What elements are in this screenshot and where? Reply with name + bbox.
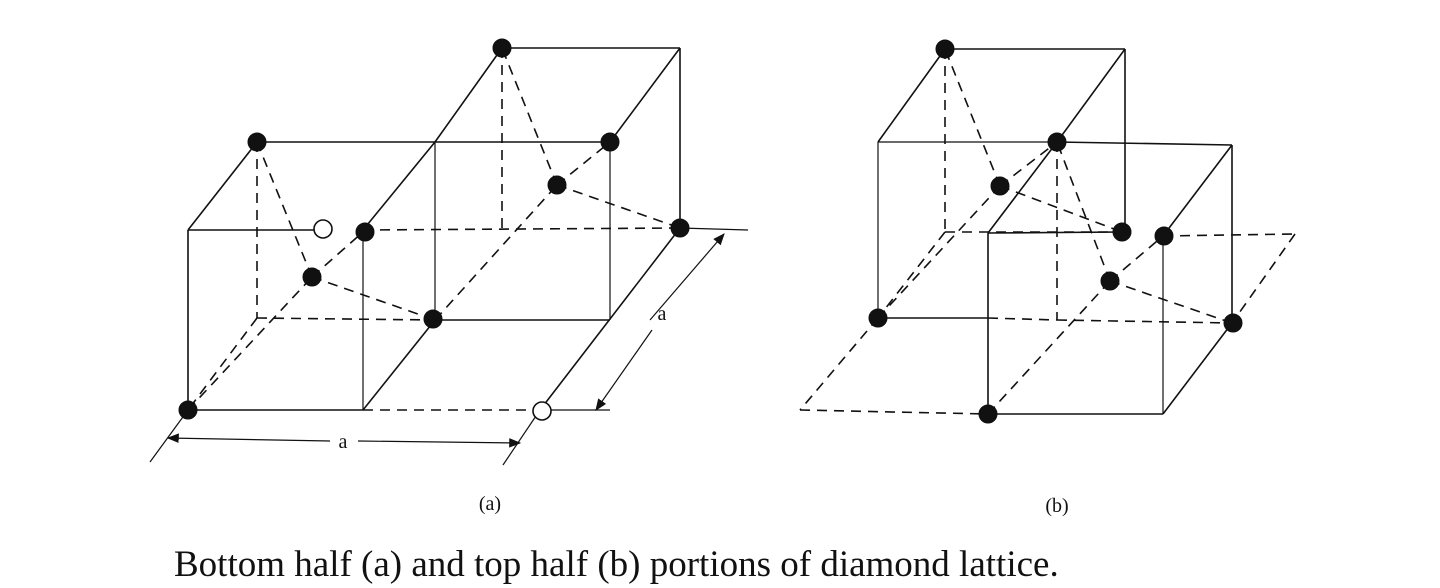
atom [492,38,512,58]
atom [302,267,322,287]
atom [1112,222,1132,242]
panel-b-dashed-lines [799,48,1296,415]
panel-b-back-cube [877,48,1126,319]
atom [978,404,998,424]
panel-b-atoms [868,39,1243,424]
atom [547,175,567,195]
atom [423,309,443,329]
atom [247,132,267,152]
atom [1047,132,1067,152]
panel-a-label: (a) [479,493,501,515]
atom [355,222,375,242]
panel-b-lattice: (b) [799,39,1296,517]
atom [178,400,198,420]
hollow-atom [313,219,333,239]
panel-a-atoms [178,38,690,421]
panel-a-width-label: a [339,431,348,453]
panel-a-depth-dimension [595,233,725,411]
atom [1154,226,1174,246]
atom [868,308,888,328]
atom [670,218,690,238]
atom [1100,271,1120,291]
atom [1223,313,1243,333]
panel-b-label: (b) [1045,495,1068,517]
panel-a-right-cube [362,47,681,411]
panel-a-left-cube [187,141,436,411]
panel-b-front-cube [987,141,1233,415]
panel-a-lattice: a a (a) [149,38,749,515]
panel-a-dashed-lines [187,47,749,411]
panel-a-width-dimension [149,409,541,466]
atom [600,132,620,152]
atom [935,39,955,59]
hollow-atom [532,401,552,421]
atom [990,176,1010,196]
figure-caption: Bottom half (a) and top half (b) portion… [174,544,1059,585]
panel-a-depth-label: a [658,303,667,325]
